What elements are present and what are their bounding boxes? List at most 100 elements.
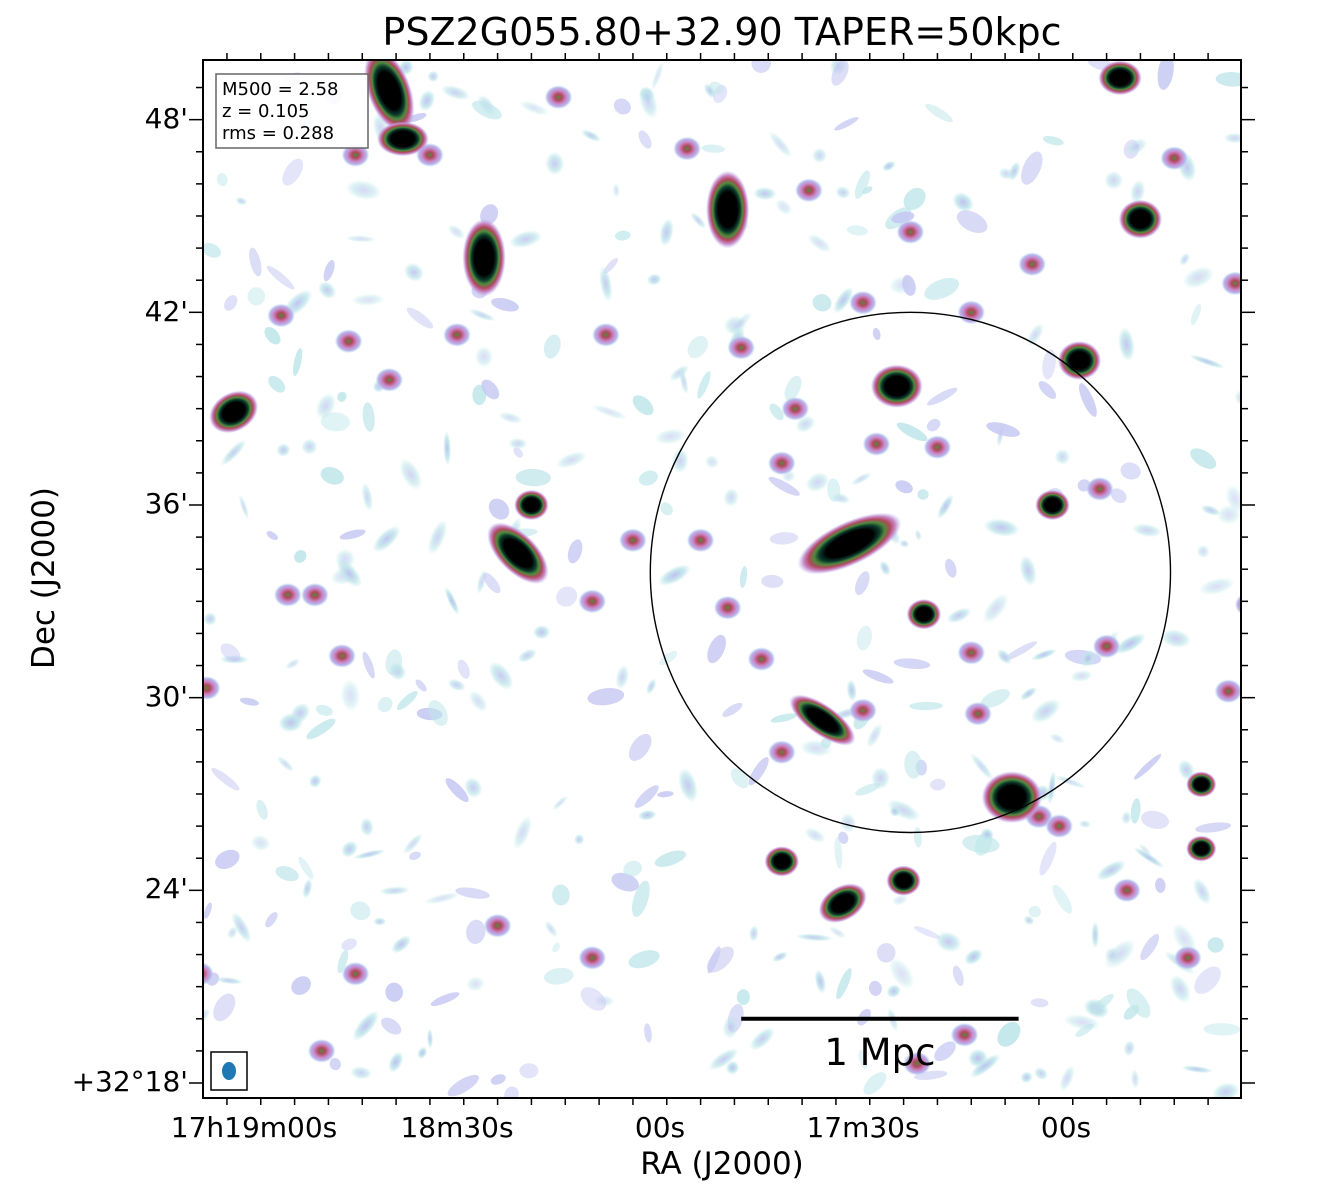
weak-source (544, 85, 573, 110)
weak-source (923, 435, 952, 460)
noise-blob (846, 679, 857, 702)
weak-source (341, 961, 370, 986)
noise-blob (1078, 820, 1091, 828)
noise-blob (886, 984, 901, 998)
noise-blob (360, 817, 374, 837)
noise-blob (447, 678, 466, 692)
weak-source (1092, 634, 1121, 659)
noise-blob (654, 428, 687, 445)
weak-source (903, 1051, 932, 1076)
weak-source (957, 300, 986, 325)
weak-source (713, 595, 742, 620)
radio-source (706, 170, 750, 249)
noise-blob (466, 976, 485, 992)
noise-blob (509, 230, 543, 249)
weak-source (1173, 945, 1202, 970)
noise-blob (315, 392, 336, 420)
noise-blob (219, 654, 249, 664)
noise-blob (481, 379, 500, 400)
noise-blob (839, 813, 857, 833)
weak-source (307, 1038, 336, 1063)
info-rms: rms = 0.288 (222, 123, 334, 144)
noise-blob (603, 257, 619, 274)
noise-blob (946, 607, 972, 624)
noise-blob (491, 297, 519, 312)
noise-blob (315, 704, 333, 716)
radio-source (1118, 199, 1163, 239)
noise-blob (294, 549, 307, 563)
noise-blob (1169, 974, 1191, 1004)
noise-blob (483, 572, 501, 594)
noise-blob (1130, 798, 1141, 824)
weak-source (618, 528, 647, 553)
weak-source (483, 913, 512, 938)
noise-blob (761, 574, 784, 588)
noise-blob (444, 586, 460, 615)
noise-blob (447, 224, 466, 240)
noise-blob (580, 987, 607, 1011)
noise-blob (1194, 966, 1221, 994)
noise-blob (1052, 884, 1073, 914)
weak-source (591, 322, 620, 347)
noise-blob (638, 470, 658, 486)
noise-blob (707, 634, 726, 664)
noise-blob (909, 701, 943, 711)
noise-blob (868, 980, 882, 996)
weak-source (794, 178, 823, 203)
weak-source (673, 136, 702, 161)
noise-blob (220, 643, 241, 662)
noise-blob (651, 60, 664, 91)
noise-blob (855, 571, 870, 596)
noise-blob (211, 767, 240, 791)
noise-blob (814, 969, 826, 994)
noise-blob (556, 586, 578, 607)
noise-blob (301, 438, 318, 455)
noise-blob (337, 391, 347, 402)
radio-source (209, 390, 259, 434)
radio-source (1186, 835, 1217, 862)
noise-blob (1039, 841, 1057, 876)
weak-source-layer (203, 85, 1241, 1076)
noise-blob (457, 659, 470, 679)
noise-blob (658, 564, 691, 586)
noise-blob (784, 375, 802, 401)
noise-blob (306, 718, 336, 740)
noise-blob (768, 131, 793, 158)
noise-blob (1078, 383, 1097, 417)
noise-blob (513, 447, 523, 458)
noise-blob (455, 887, 490, 899)
noise-blob (373, 917, 387, 926)
noise-blob (659, 218, 674, 247)
weak-source (1160, 146, 1189, 171)
noise-blob (882, 160, 896, 172)
noise-blob (249, 247, 262, 277)
noise-blob (889, 806, 901, 817)
noise-blob (1030, 698, 1061, 724)
noise-blob (227, 926, 238, 939)
y-tick-label: 42' (145, 295, 188, 328)
weak-source (341, 143, 370, 167)
noise-blob (418, 89, 436, 112)
weak-source (862, 432, 891, 456)
noise-blob (224, 295, 238, 311)
weak-source (267, 303, 296, 328)
x-tick-label: 18m30s (400, 1111, 513, 1144)
noise-blob (638, 130, 652, 149)
noise-blob (552, 795, 568, 811)
scalebar-label: 1 Mpc (824, 1031, 935, 1074)
noise-blob (441, 85, 471, 101)
info-z: z = 0.105 (222, 101, 310, 122)
noise-blob (646, 273, 662, 286)
noise-blob (678, 767, 698, 803)
noise-blob (1196, 544, 1210, 559)
noise-blob (515, 468, 551, 487)
noise-blob (372, 525, 401, 553)
noise-blob (1189, 354, 1225, 369)
noise-blob (1049, 733, 1065, 744)
noise-blob (1034, 1067, 1048, 1081)
noise-blob (969, 1053, 1001, 1078)
noise-blob (474, 346, 493, 368)
weak-source (747, 647, 776, 672)
noise-blob (1104, 170, 1123, 190)
noise-blob (391, 935, 412, 954)
